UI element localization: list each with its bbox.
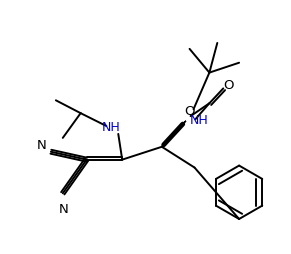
Text: N: N (59, 203, 69, 216)
Text: N: N (37, 139, 47, 152)
Text: O: O (223, 79, 233, 92)
Text: NH: NH (102, 121, 121, 134)
Text: O: O (184, 105, 195, 118)
Text: NH: NH (189, 114, 208, 126)
Polygon shape (162, 121, 186, 147)
